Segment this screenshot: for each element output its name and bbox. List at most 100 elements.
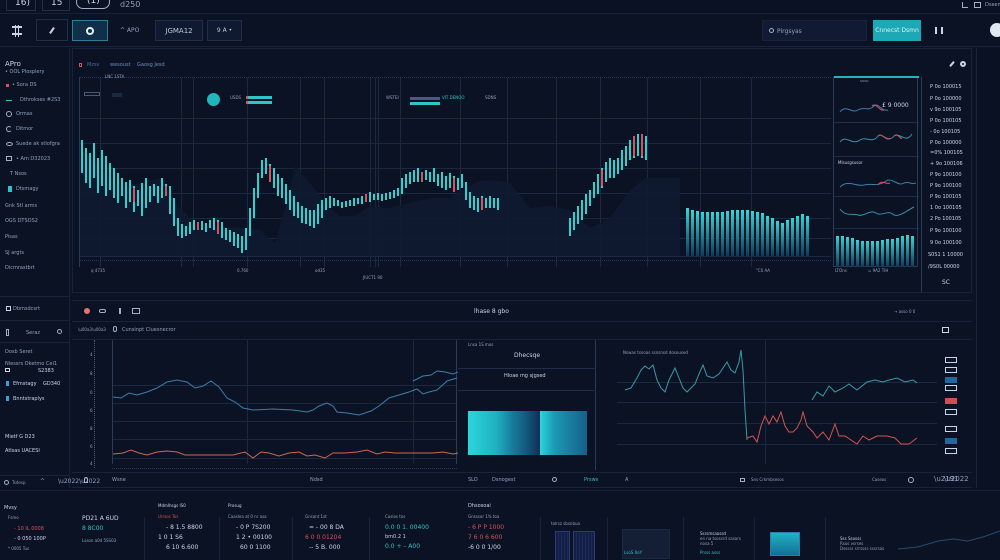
expand-icon[interactable] [962,2,968,8]
ladder-row[interactable]: /9S0L 00000 [928,264,960,270]
mini-card-cyan[interactable] [757,517,825,560]
ladder-row[interactable]: + 9o 100106 [930,161,963,167]
footer-label-6[interactable]: Sns Crkmbsesos [751,477,784,482]
sidebar-item-8[interactable]: Gnk Stl arms [5,203,38,209]
sliders-icon[interactable] [935,27,943,34]
target-button[interactable] [72,20,108,41]
sidebar-item-2[interactable]: Ormas [6,111,66,119]
legend-tag[interactable] [945,377,957,383]
more-icon[interactable]: \u2022\u2022 [58,478,101,485]
ladder-row[interactable]: P 0o 100000 [930,140,962,146]
cyan-block-left[interactable] [468,411,540,455]
mini-card-dark[interactable]: LsoS 0oY [610,517,682,560]
sidebar-lower-item-0[interactable]: Nlessrs Oketmo Cel1 [5,361,58,367]
ladder-row[interactable]: P 9o 100100 [930,183,962,189]
bell-icon[interactable] [84,477,88,483]
line-chart-panel[interactable]: 4 8 0 6 8 6 4 [72,340,458,470]
ladder-row[interactable]: 9 0o 100100 [930,240,962,246]
search-box[interactable]: Pirgsyas [762,20,867,41]
search-icon[interactable] [552,477,557,482]
chart-tab-1[interactable]: wesoust [110,62,131,68]
sidebar-item-6[interactable]: T Nsos [10,171,66,179]
legend-tag[interactable] [945,357,957,363]
legend-tag[interactable] [945,426,957,432]
pin-icon[interactable] [119,308,121,314]
search-icon[interactable] [57,329,62,334]
layers-icon[interactable] [132,308,140,314]
legend-tag[interactable] [945,398,957,404]
sidebar-lower-item-2[interactable]: Bnntstraplys [13,396,45,402]
tab-2[interactable]: 15 [42,0,70,11]
mini-card-spark[interactable]: Sss Ssosss Rsos vsrses Dsssss srrssss ss… [828,517,1000,560]
gear-icon[interactable] [908,477,914,483]
chevron-up-icon[interactable]: ^ [40,478,46,485]
price-chart[interactable]: LNC 1STA USDS WSTEI VIT DENOO SDNS [79,74,831,267]
up-arrow-icon[interactable]: \u2191 [934,475,959,483]
legend-tag[interactable] [945,409,957,415]
footer-label-5[interactable]: A [625,477,629,483]
sidebar-item-0[interactable]: • Sora DS [6,82,66,90]
footer-label-0[interactable]: Wsne [112,477,126,483]
sidebar-item-1[interactable]: Dthrokses #2S3 [6,97,66,105]
connect-button[interactable]: Cnnecst Dsmn [873,20,921,41]
sidebar-item-5[interactable]: • Am D32023 [6,156,66,164]
link-icon[interactable]: \u00a3\u00a3 [78,327,106,332]
ladder-row[interactable]: S0S1 1 10000 [928,252,963,258]
ladder-row[interactable]: v 9o 100105 [930,107,962,113]
chart-tab-0[interactable]: Mzsv [87,62,100,68]
sidebar-item-10[interactable]: Pisas [5,234,18,240]
tab-1[interactable]: 16) [6,0,36,11]
sidebar-footer-label[interactable]: Tsdesp [12,480,26,485]
ladder-row[interactable]: P 9o 100100 [930,228,962,234]
sidebar-item-3[interactable]: Ditmor [6,126,66,134]
export-icon[interactable] [942,327,949,333]
gear-icon[interactable] [960,61,966,67]
legend-tag[interactable] [945,438,957,444]
cloud-icon[interactable] [99,309,106,313]
ladder-row[interactable]: P 9o 100105 [930,194,962,200]
chart-tab-2[interactable]: Gaosg Jesd [137,62,165,68]
pencil-icon[interactable] [949,61,955,67]
footer-label-4[interactable]: Prsws [584,477,599,483]
grid-button[interactable] [0,19,34,41]
sidebar-item-7[interactable]: Dtsmagy [6,186,66,194]
search-input[interactable]: Pirgsyas [777,28,802,35]
alert-dot-icon[interactable] [84,308,90,314]
footer-label-2[interactable]: SLO [468,477,478,483]
y-tick: 8 [90,426,93,431]
layout-icon[interactable] [974,2,981,8]
interval-select[interactable]: 9 A • [207,20,242,41]
ladder-row[interactable]: P 0o 100105 [930,118,962,124]
pencil-button[interactable] [36,19,68,41]
mini-card-bars[interactable]: tolrsz sbsnbua [545,517,607,560]
ladder-row[interactable]: 1 0o 100105 [930,205,962,211]
ladder-row[interactable]: P 0o 100015 [930,84,962,90]
checkbox-icon[interactable] [740,478,745,482]
right-line-panel[interactable]: Nswas tsnoas ssnsnsd dosoused [597,340,972,470]
sidebar-item-11[interactable]: SJ argts [5,250,25,256]
filter-icon[interactable] [6,329,9,336]
sidebar-lower-item-1[interactable]: Efmstagy [13,381,37,387]
ladder-row[interactable]: - 0o 100105 [930,129,961,135]
sort-label[interactable]: ^ APO [120,27,140,34]
footer-label-1[interactable]: Ndsd [310,477,323,483]
ladder-row[interactable]: =0% 100105 [930,150,963,156]
mini-card-text[interactable]: Ssrsmsaossd en na tsossrd sasors nosa 5 … [686,517,754,560]
legend-tag[interactable] [945,385,957,391]
pin-icon[interactable]: \u2022 [944,475,969,483]
tab-4[interactable]: d250 [120,0,141,9]
ladder-row[interactable]: 2 Po 100105 [930,216,962,222]
user-avatar[interactable] [990,23,1000,37]
symbol-display[interactable]: JGMA12 [155,20,203,41]
sidebar-item-12[interactable]: Dicmrastbrt [5,265,35,271]
cyan-block-right[interactable] [540,411,587,455]
ladder-row[interactable]: P 0o 100000 [930,96,962,102]
ladder-row[interactable]: P 9o 100100 [930,172,962,178]
legend-tag[interactable] [945,367,957,373]
sidebar-item-4[interactable]: Suede ak stlofgra [6,141,66,149]
legend-tag[interactable] [945,448,957,454]
sidebar-item-9[interactable]: OGS DTSOS2 [5,218,38,224]
footer-label-7[interactable]: Caseos [872,477,887,482]
tab-3[interactable]: (1) [76,0,110,9]
footer-label-3[interactable]: Dsnogest [492,477,516,483]
